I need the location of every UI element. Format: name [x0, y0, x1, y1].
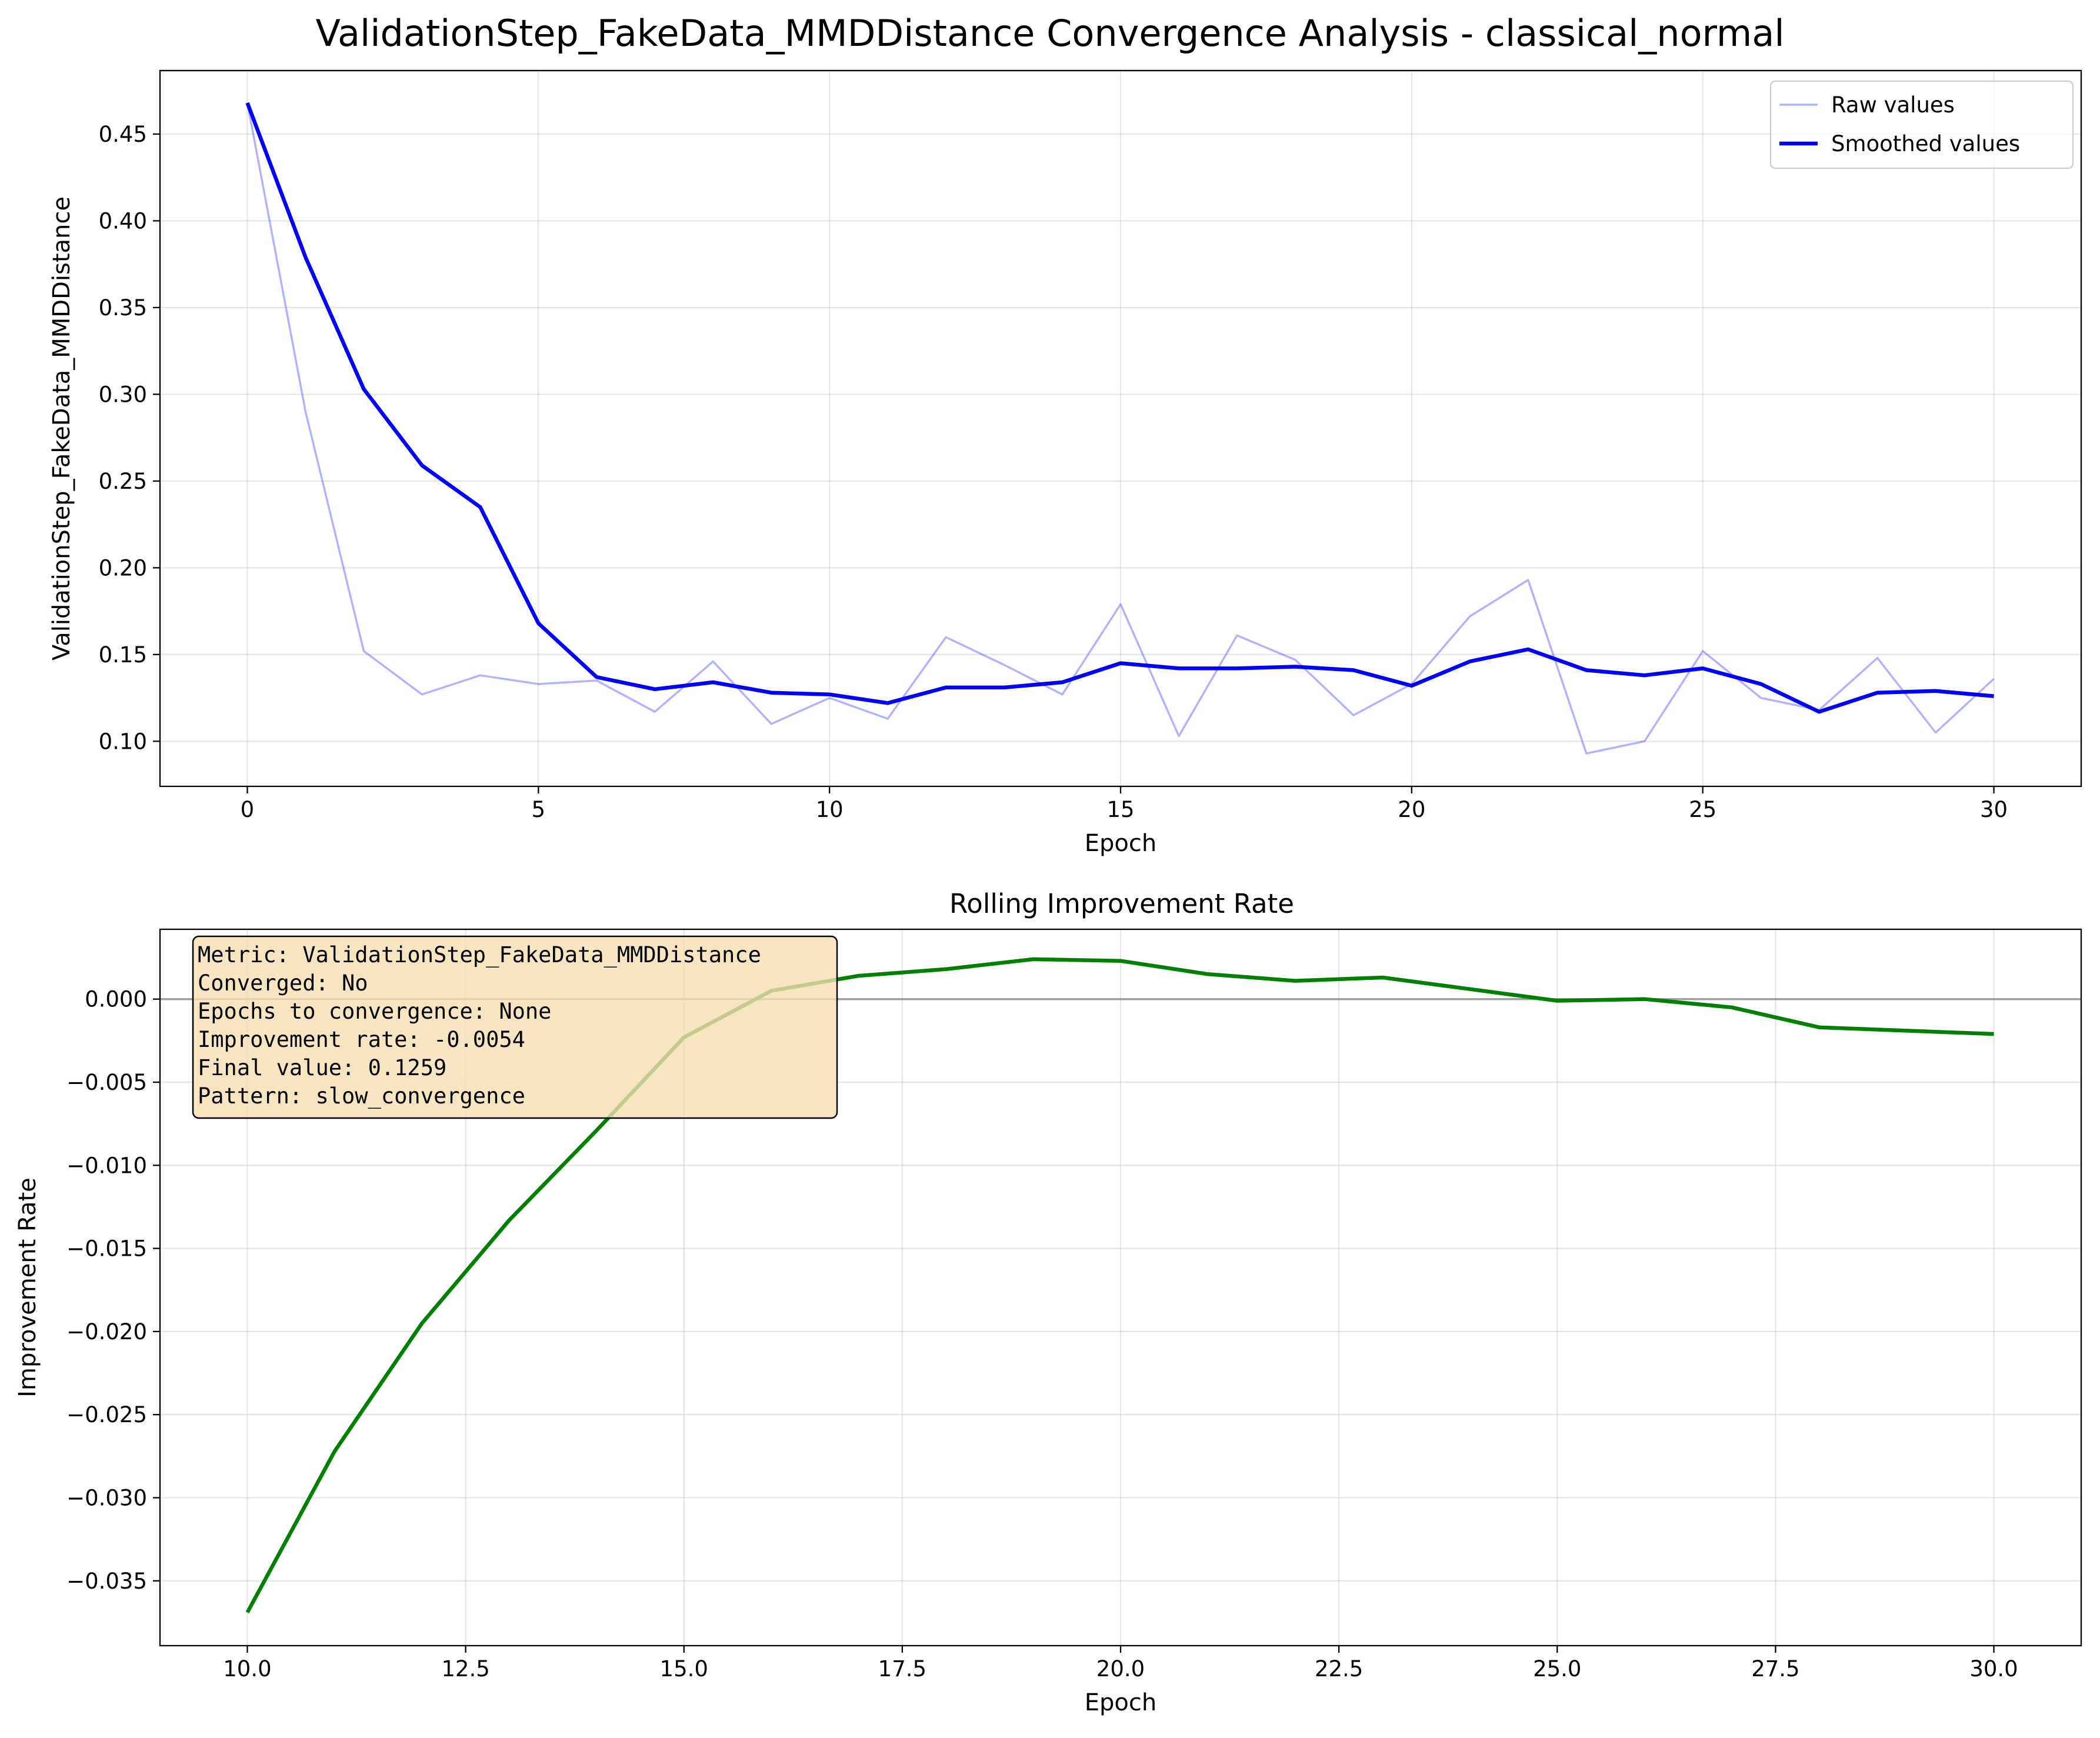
- convergence-chart: 0 5 10 15 20 25 30 0.10 0.15 0.20 0.25 0.30 0.35 0.4…: [48, 69, 2082, 857]
- y-tick-label: −0.020: [66, 1319, 147, 1345]
- y-tick-label: −0.015: [66, 1236, 147, 1262]
- y-tick-label: −0.005: [66, 1070, 147, 1095]
- convergence-summary-box: Metric: ValidationStep_FakeData_MMDDista…: [192, 935, 838, 1119]
- y-tick-label: 0.40: [99, 208, 147, 233]
- x-tick-label: 10: [816, 797, 844, 822]
- x-tick-label: 22.5: [1315, 1656, 1363, 1682]
- improvement-rate-series: [245, 957, 1994, 1614]
- y-tick-label: −0.025: [66, 1402, 147, 1427]
- raw-values-series: [246, 102, 1995, 755]
- x-tick-label: 15.0: [660, 1656, 708, 1682]
- convergence-x-axis-label: Epoch: [1085, 830, 1156, 857]
- improvement-y-ticks: −0.035 −0.030 −0.025 −0.020 −0.015 −0.010 −0.0…: [66, 987, 160, 1594]
- summary-converged: Converged: No: [198, 970, 368, 996]
- y-tick-label: 0.15: [99, 642, 147, 668]
- improvement-rate-chart: Rolling Improvement Rate 10.0 12.5 15.0 17.…: [14, 888, 2082, 1716]
- convergence-y-ticks: 0.10 0.15 0.20 0.25 0.30 0.35 0.40 0.45: [99, 122, 160, 754]
- x-tick-label: 20.0: [1096, 1656, 1145, 1682]
- x-tick-label: 10.0: [223, 1656, 271, 1682]
- x-tick-label: 5: [532, 797, 546, 822]
- legend-raw-label: Raw values: [1831, 92, 1955, 118]
- legend: Raw values Smoothed values: [1769, 80, 2074, 169]
- x-tick-label: 25.0: [1533, 1656, 1581, 1682]
- y-tick-label: 0.35: [99, 295, 147, 321]
- x-tick-label: 17.5: [878, 1656, 926, 1682]
- summary-final-value: Final value: 0.1259: [198, 1055, 446, 1080]
- legend-smoothed-label: Smoothed values: [1831, 131, 2020, 156]
- y-tick-label: −0.030: [66, 1485, 147, 1510]
- y-tick-label: −0.035: [66, 1569, 147, 1594]
- convergence-x-ticks: 0 5 10 15 20 25 30: [241, 786, 2008, 822]
- y-tick-label: 0.10: [99, 729, 147, 754]
- improvement-y-axis-label: Improvement Rate: [14, 1177, 41, 1397]
- improvement-x-axis-label: Epoch: [1085, 1689, 1156, 1716]
- summary-epochs-to-convergence: Epochs to convergence: None: [198, 999, 551, 1024]
- x-tick-label: 25: [1689, 797, 1716, 822]
- improvement-x-ticks: 10.0 12.5 15.0 17.5 20.0 22.5 25.0 27.5 30.0: [223, 1646, 2018, 1682]
- summary-metric: Metric: ValidationStep_FakeData_MMDDista…: [198, 942, 761, 968]
- legend-box: [1769, 80, 2074, 169]
- x-tick-label: 27.5: [1751, 1656, 1799, 1682]
- y-tick-label: 0.25: [99, 469, 147, 494]
- raw-values-line: [246, 102, 1995, 755]
- smoothed-values-line: [245, 102, 1994, 714]
- summary-pattern: Pattern: slow_convergence: [198, 1083, 525, 1109]
- y-tick-label: 0.20: [99, 555, 147, 581]
- y-tick-label: −0.010: [66, 1153, 147, 1178]
- x-tick-label: 12.5: [441, 1656, 489, 1682]
- convergence-y-axis-label: ValidationStep_FakeData_MMDDistance: [48, 196, 75, 660]
- smoothed-values-series: [245, 102, 1994, 714]
- x-tick-label: 30.0: [1969, 1656, 2018, 1682]
- improvement-rate-title: Rolling Improvement Rate: [949, 888, 1294, 919]
- x-tick-label: 30: [1980, 797, 2008, 822]
- y-tick-label: 0.000: [85, 987, 147, 1012]
- x-tick-label: 0: [241, 797, 255, 822]
- summary-box-background: [192, 935, 838, 1119]
- y-tick-label: 0.45: [99, 122, 147, 147]
- figure-title: ValidationStep_FakeData_MMDDistance Conv…: [315, 12, 1784, 55]
- x-tick-label: 20: [1398, 797, 1425, 822]
- improvement-rate-line: [245, 957, 1994, 1614]
- convergence-gridlines: [160, 71, 2081, 786]
- x-tick-label: 15: [1106, 797, 1134, 822]
- y-tick-label: 0.30: [99, 382, 147, 407]
- summary-improvement-rate: Improvement rate: -0.0054: [198, 1027, 525, 1052]
